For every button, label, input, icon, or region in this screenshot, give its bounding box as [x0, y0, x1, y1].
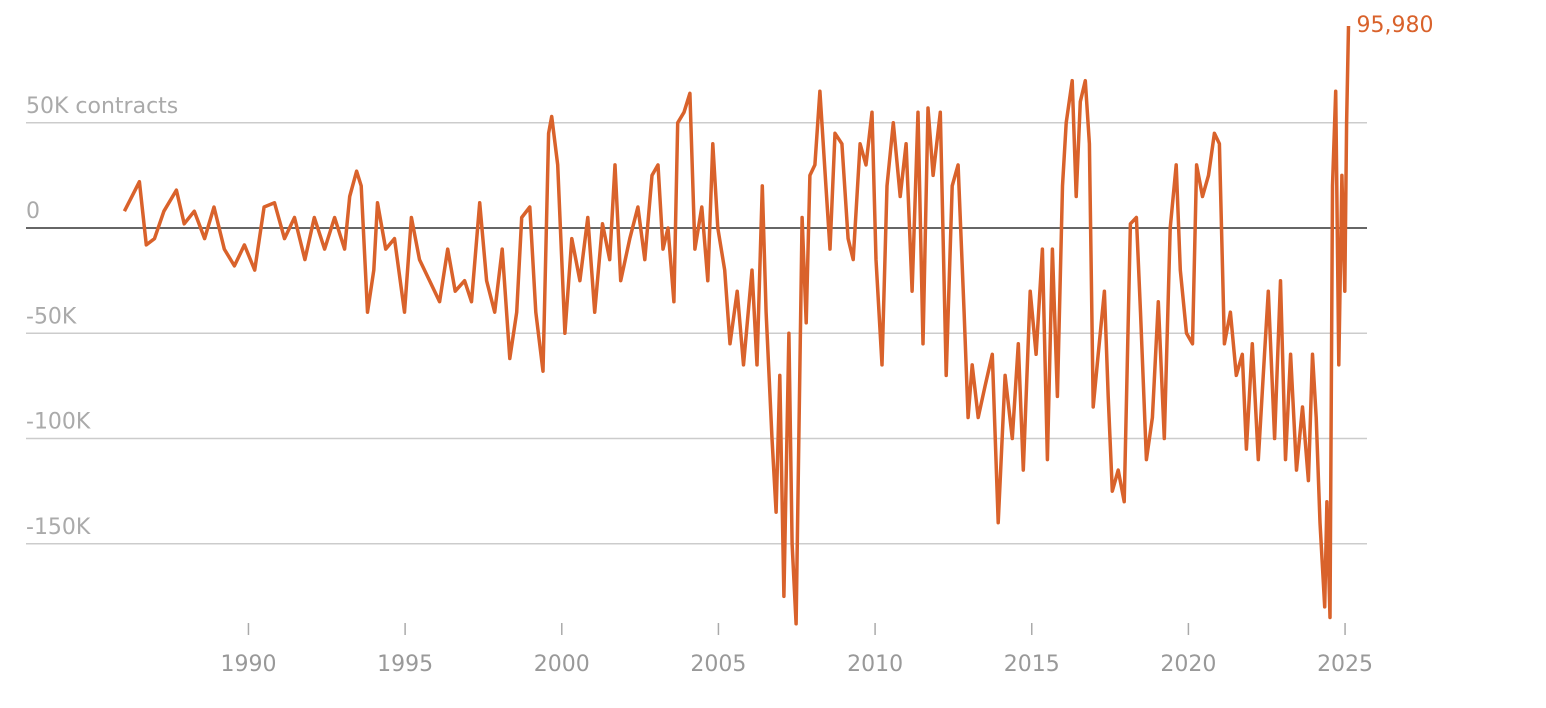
y-tick-label: -50K [26, 304, 77, 329]
x-tick-label: 2025 [1317, 652, 1373, 677]
x-tick-label: 2005 [690, 652, 746, 677]
y-tick-label: 0 [26, 199, 40, 224]
data-line [122, 25, 1351, 626]
y-tick-label: -100K [26, 410, 91, 435]
x-tick-label: 1995 [377, 652, 433, 677]
y-tick-label: -150K [26, 515, 91, 540]
y-tick-label: 50K contracts [26, 94, 178, 119]
x-tick-label: 2000 [534, 652, 590, 677]
end-value-label: 95,980 [1357, 13, 1434, 38]
x-tick-label: 2015 [1004, 652, 1060, 677]
x-tick-label: 1990 [220, 652, 276, 677]
x-tick-label: 2010 [847, 652, 903, 677]
x-tick-label: 2020 [1160, 652, 1216, 677]
